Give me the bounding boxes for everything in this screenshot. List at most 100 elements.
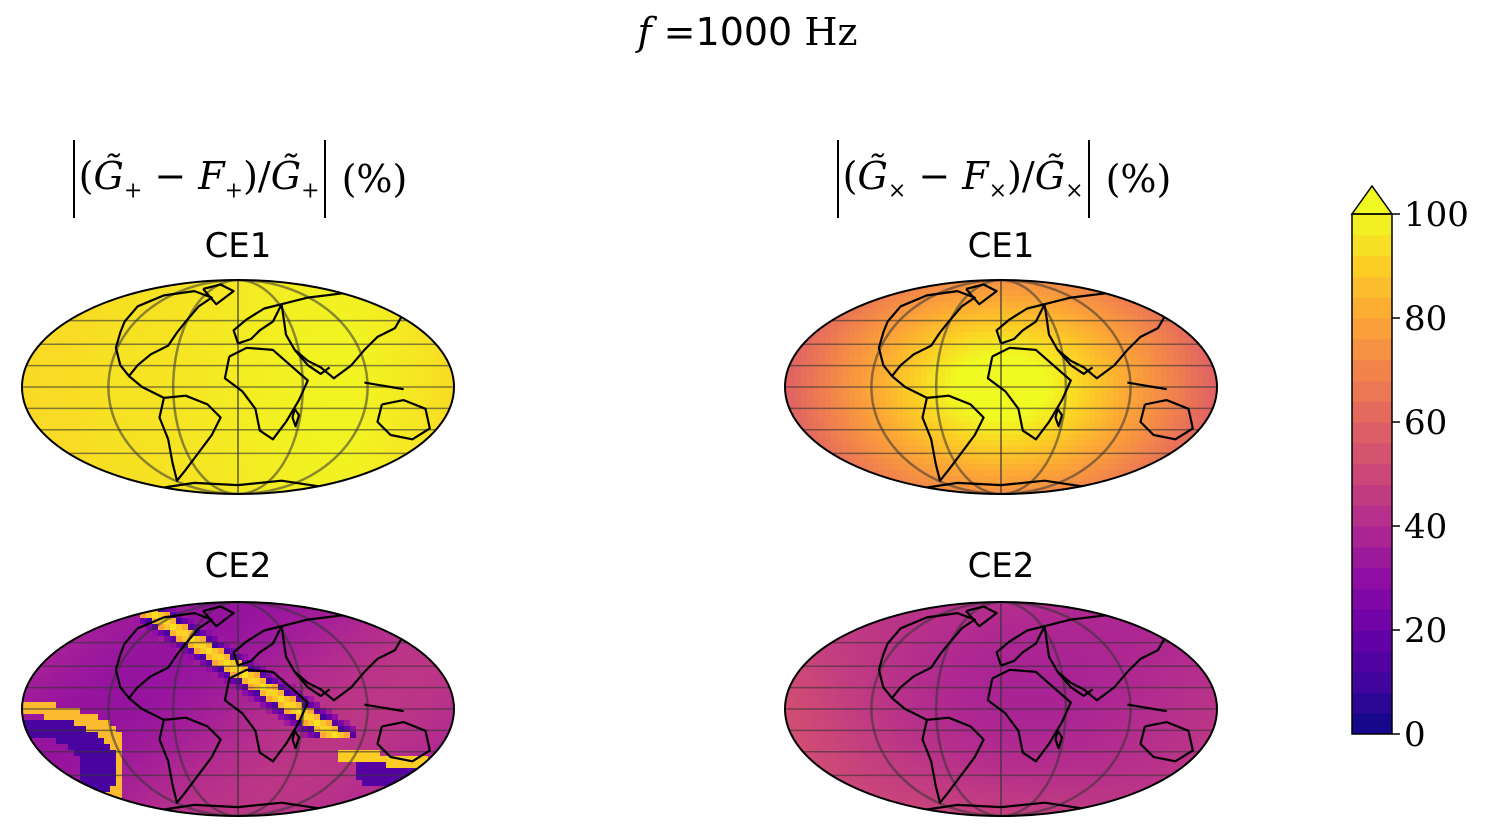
heatmap-cell — [945, 410, 952, 417]
heatmap-cell — [1149, 350, 1156, 357]
heatmap-cell — [338, 476, 345, 483]
heatmap-cell — [338, 280, 345, 285]
heatmap-cell — [110, 284, 117, 291]
heatmap-cell — [1011, 374, 1018, 381]
heatmap-cell — [807, 422, 814, 429]
heatmap-cell — [248, 404, 255, 411]
heatmap-cell — [86, 338, 93, 345]
heatmap-cell — [128, 410, 135, 417]
heatmap-cell — [230, 290, 237, 297]
heatmap-cell — [1143, 416, 1150, 423]
heatmap-cell — [86, 434, 93, 441]
heatmap-cell — [873, 434, 880, 441]
heatmap-cell — [26, 320, 33, 327]
heatmap-cell — [278, 470, 285, 477]
heatmap-cell — [1185, 338, 1192, 345]
heatmap-cell — [62, 476, 69, 483]
heatmap-cell — [374, 428, 381, 435]
heatmap-cell — [1065, 290, 1072, 297]
heatmap-cell — [56, 410, 63, 417]
heatmap-cell — [1209, 446, 1216, 453]
heatmap-cell — [236, 458, 243, 465]
heatmap-cell — [110, 464, 117, 471]
heatmap-cell — [1017, 296, 1024, 303]
heatmap-cell — [1035, 446, 1042, 453]
heatmap-cell — [338, 440, 345, 447]
heatmap-cell — [1173, 338, 1180, 345]
heatmap-cell — [428, 380, 435, 387]
heatmap-cell — [416, 350, 423, 357]
heatmap-cell — [86, 332, 93, 339]
heatmap-cell — [290, 398, 297, 405]
heatmap-cell — [236, 446, 243, 453]
heatmap-cell — [362, 452, 369, 459]
heatmap-cell — [404, 368, 411, 375]
heatmap-cell — [1125, 344, 1132, 351]
heatmap-cell — [338, 284, 345, 291]
heatmap-cell — [1035, 380, 1042, 387]
heatmap-cell — [98, 374, 105, 381]
heatmap-cell — [248, 434, 255, 441]
heatmap-cell — [1203, 280, 1210, 285]
heatmap-cell — [1083, 308, 1090, 315]
heatmap-cell — [819, 416, 826, 423]
heatmap-cell — [122, 280, 129, 285]
heatmap-cell — [194, 434, 201, 441]
heatmap-cell — [158, 434, 165, 441]
heatmap-cell — [380, 458, 387, 465]
heatmap-cell — [254, 290, 261, 297]
heatmap-cell — [140, 392, 147, 399]
heatmap-cell — [1017, 290, 1024, 297]
heatmap-cell — [50, 464, 57, 471]
heatmap-cell — [56, 344, 63, 351]
heatmap-cell — [128, 398, 135, 405]
heatmap-cell — [230, 470, 237, 477]
heatmap-cell — [452, 482, 454, 489]
heatmap-cell — [945, 428, 952, 435]
heatmap-cell — [843, 434, 850, 441]
heatmap-cell — [1017, 404, 1024, 411]
heatmap-cell — [915, 314, 922, 321]
heatmap-cell — [128, 416, 135, 423]
heatmap-cell — [308, 326, 315, 333]
heatmap-cell — [831, 280, 838, 285]
heatmap-cell — [44, 368, 51, 375]
heatmap-cell — [314, 452, 321, 459]
heatmap-cell — [1107, 416, 1114, 423]
heatmap-cell — [1149, 368, 1156, 375]
heatmap-cell — [350, 302, 357, 309]
heatmap-cell — [819, 458, 826, 465]
heatmap-cell — [242, 422, 249, 429]
heatmap-cell — [308, 404, 315, 411]
heatmap-cell — [987, 356, 994, 363]
heatmap-cell — [1023, 332, 1030, 339]
heatmap-cell — [873, 440, 880, 447]
heatmap-cell — [62, 422, 69, 429]
heatmap-cell — [50, 314, 57, 321]
heatmap-cell — [74, 320, 81, 327]
heatmap-cell — [170, 280, 177, 285]
heatmap-cell — [332, 386, 339, 393]
heatmap-cell — [1155, 320, 1162, 327]
heatmap-cell — [122, 356, 129, 363]
heatmap-cell — [1017, 368, 1024, 375]
heatmap-cell — [1077, 428, 1084, 435]
heatmap-cell — [1059, 446, 1066, 453]
heatmap-cell — [146, 320, 153, 327]
heatmap-cell — [320, 428, 327, 435]
heatmap-cell — [1065, 416, 1072, 423]
heatmap-cell — [1191, 446, 1198, 453]
heatmap-cell — [452, 440, 454, 447]
heatmap-cell — [224, 290, 231, 297]
heatmap-cell — [218, 440, 225, 447]
heatmap-cell — [1209, 326, 1216, 333]
heatmap-cell — [909, 326, 916, 333]
heatmap-cell — [1035, 428, 1042, 435]
heatmap-cell — [1095, 284, 1102, 291]
heatmap-cell — [1083, 350, 1090, 357]
heatmap-cell — [1071, 350, 1078, 357]
heatmap-cell — [1161, 302, 1168, 309]
heatmap-cell — [1005, 446, 1012, 453]
heatmap-cell — [164, 386, 171, 393]
heatmap-cell — [1167, 284, 1174, 291]
